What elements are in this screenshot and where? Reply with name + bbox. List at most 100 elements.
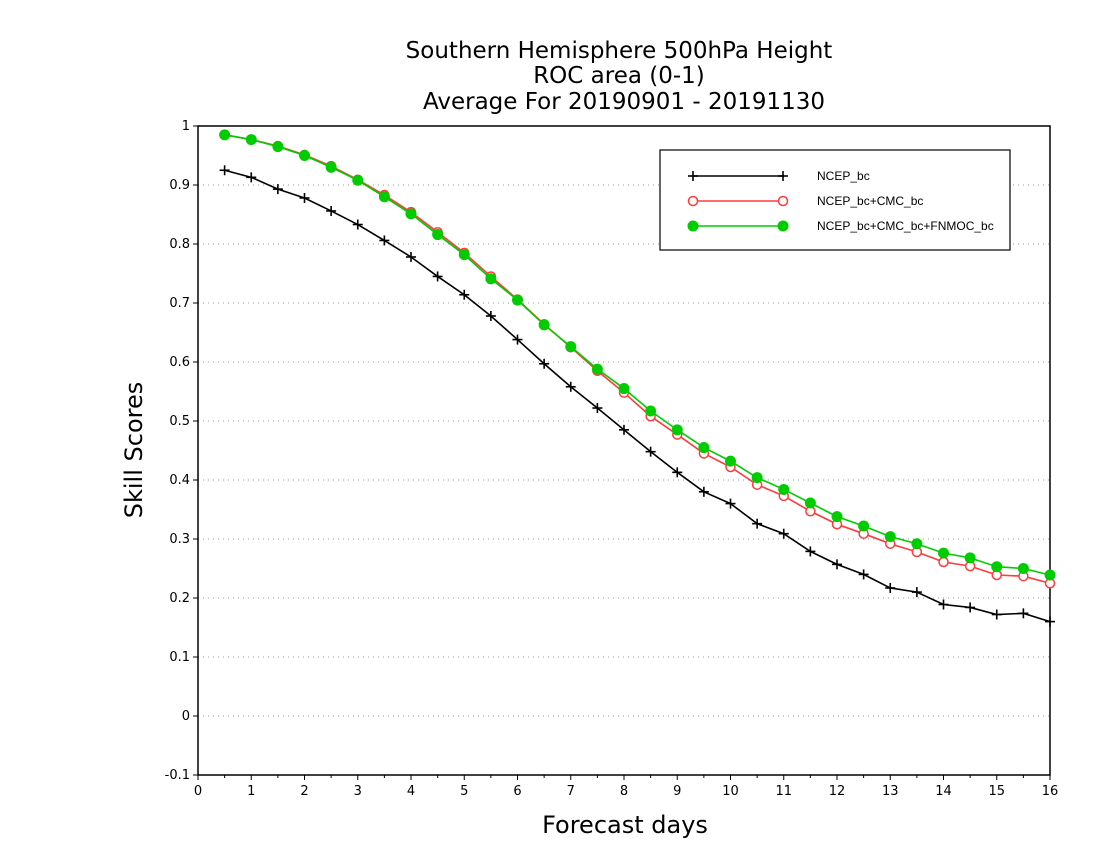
y-tick-label-3: 0.2 xyxy=(169,591,190,606)
legend-marker-left-1 xyxy=(687,195,699,207)
x-tick-label-11: 11 xyxy=(775,784,792,799)
y-tick-label-2: 0.1 xyxy=(169,650,190,665)
y-tick-label-11: 1 xyxy=(182,119,190,134)
x-tick-label-0: 0 xyxy=(194,784,202,799)
data-point-s0-15 xyxy=(619,424,629,435)
x-tick-label-15: 15 xyxy=(988,784,1005,799)
data-point-s0-28 xyxy=(965,602,976,613)
x-tick-label-4: 4 xyxy=(407,784,415,799)
data-point-s0-16 xyxy=(645,446,656,457)
x-tick-label-3: 3 xyxy=(354,784,362,799)
data-point-s2-1 xyxy=(245,134,257,146)
y-tick-label-0: -0.1 xyxy=(165,768,190,783)
data-point-s0-12 xyxy=(539,358,550,369)
data-point-s2-21 xyxy=(778,483,790,495)
data-point-s2-4 xyxy=(325,161,337,173)
y-tick-label-4: 0.3 xyxy=(169,532,190,547)
data-point-s2-16 xyxy=(645,405,657,417)
data-point-s0-10 xyxy=(485,310,496,321)
x-tick-label-16: 16 xyxy=(1042,784,1059,799)
data-point-s0-8 xyxy=(432,271,443,282)
data-point-s0-24 xyxy=(858,569,869,580)
data-point-s2-31 xyxy=(1044,569,1056,581)
legend-label-1: NCEP_bc+CMC_bc xyxy=(817,194,923,208)
data-point-s2-7 xyxy=(405,208,417,220)
data-point-s0-9 xyxy=(459,289,470,300)
data-point-s0-20 xyxy=(752,518,763,529)
data-point-s0-26 xyxy=(911,587,922,598)
y-axis-label: Skill Scores xyxy=(120,382,148,519)
data-point-s2-10 xyxy=(485,273,497,285)
data-point-s2-20 xyxy=(751,472,763,484)
data-point-s2-15 xyxy=(618,383,630,395)
data-point-s0-30 xyxy=(1018,608,1029,619)
legend-marker-right-1 xyxy=(777,195,789,207)
tick-labels: 0 1 2 3 4 5 6 7 8 9 10 11 12 13 14 15 16-0.100.10.20.30.… xyxy=(165,119,1059,799)
data-point-s0-1 xyxy=(246,172,257,183)
data-point-s2-6 xyxy=(378,191,390,203)
data-point-s2-0 xyxy=(219,129,231,141)
title-line-1: Southern Hemisphere 500hPa Height xyxy=(406,38,833,64)
data-point-s2-19 xyxy=(725,455,736,467)
data-point-s2-11 xyxy=(512,294,523,306)
x-tick-label-13: 13 xyxy=(882,784,899,799)
legend-marker-right-0 xyxy=(778,171,788,181)
y-tick-label-1: 0 xyxy=(182,709,190,724)
data-point-s0-21 xyxy=(778,528,789,539)
data-point-s2-23 xyxy=(831,511,843,523)
data-point-s2-25 xyxy=(884,531,896,543)
data-point-s0-19 xyxy=(725,498,736,509)
x-tick-label-12: 12 xyxy=(829,784,846,799)
data-point-s0-29 xyxy=(991,609,1002,620)
data-point-s2-14 xyxy=(591,363,603,375)
x-tick-label-5: 5 xyxy=(460,784,468,799)
x-tick-label-14: 14 xyxy=(935,784,952,799)
data-point-s2-24 xyxy=(858,520,870,532)
chart-title: Southern Hemisphere 500hPa Height ROC ar… xyxy=(406,38,833,115)
data-point-s2-29 xyxy=(991,561,1003,573)
data-point-s0-18 xyxy=(698,486,709,497)
data-point-s0-23 xyxy=(832,559,842,570)
data-point-s2-18 xyxy=(698,442,710,454)
data-point-s0-13 xyxy=(565,381,576,392)
data-point-s0-11 xyxy=(512,334,523,345)
data-point-s2-27 xyxy=(938,547,949,559)
data-point-s0-4 xyxy=(326,205,337,216)
data-point-s0-14 xyxy=(592,403,603,414)
legend-label-0: NCEP_bc xyxy=(817,169,870,183)
data-point-s2-22 xyxy=(804,497,816,509)
data-point-s2-30 xyxy=(1017,563,1029,574)
data-point-s0-25 xyxy=(885,582,896,593)
title-line-2: ROC area (0-1) xyxy=(533,63,705,89)
data-point-s0-2 xyxy=(272,184,283,195)
y-tick-label-10: 0.9 xyxy=(169,178,190,193)
y-tick-label-7: 0.6 xyxy=(169,355,190,370)
x-tick-label-9: 9 xyxy=(673,784,681,799)
legend-marker-right-2 xyxy=(777,220,789,232)
x-tick-label-7: 7 xyxy=(567,784,575,799)
data-point-s0-5 xyxy=(352,219,363,230)
y-tick-label-8: 0.7 xyxy=(169,296,190,311)
data-point-s2-12 xyxy=(538,319,550,331)
series-0 xyxy=(219,165,1055,627)
data-point-s2-9 xyxy=(458,249,470,261)
legend: NCEP_bc NCEP_bc+CMC_bc NCEP_bc+CMC_bc+FNMO… xyxy=(659,149,1011,251)
x-tick-label-10: 10 xyxy=(722,784,739,799)
data-point-s0-17 xyxy=(672,467,683,478)
data-point-s0-22 xyxy=(805,546,816,557)
data-point-s1-27 xyxy=(938,556,949,568)
y-tick-label-9: 0.8 xyxy=(169,237,190,252)
legend-marker-left-2 xyxy=(687,220,699,232)
data-point-s2-28 xyxy=(964,552,976,564)
data-point-s2-5 xyxy=(352,174,364,186)
legend-marker-left-0 xyxy=(688,171,698,181)
series-lines xyxy=(219,129,1056,627)
x-tick-label-8: 8 xyxy=(620,784,628,799)
data-point-s0-31 xyxy=(1045,616,1055,627)
series-2 xyxy=(219,129,1056,581)
y-tick-label-5: 0.4 xyxy=(169,473,190,488)
grid-lines xyxy=(198,184,1050,717)
data-point-s0-27 xyxy=(938,599,949,610)
data-point-s0-6 xyxy=(379,235,390,246)
